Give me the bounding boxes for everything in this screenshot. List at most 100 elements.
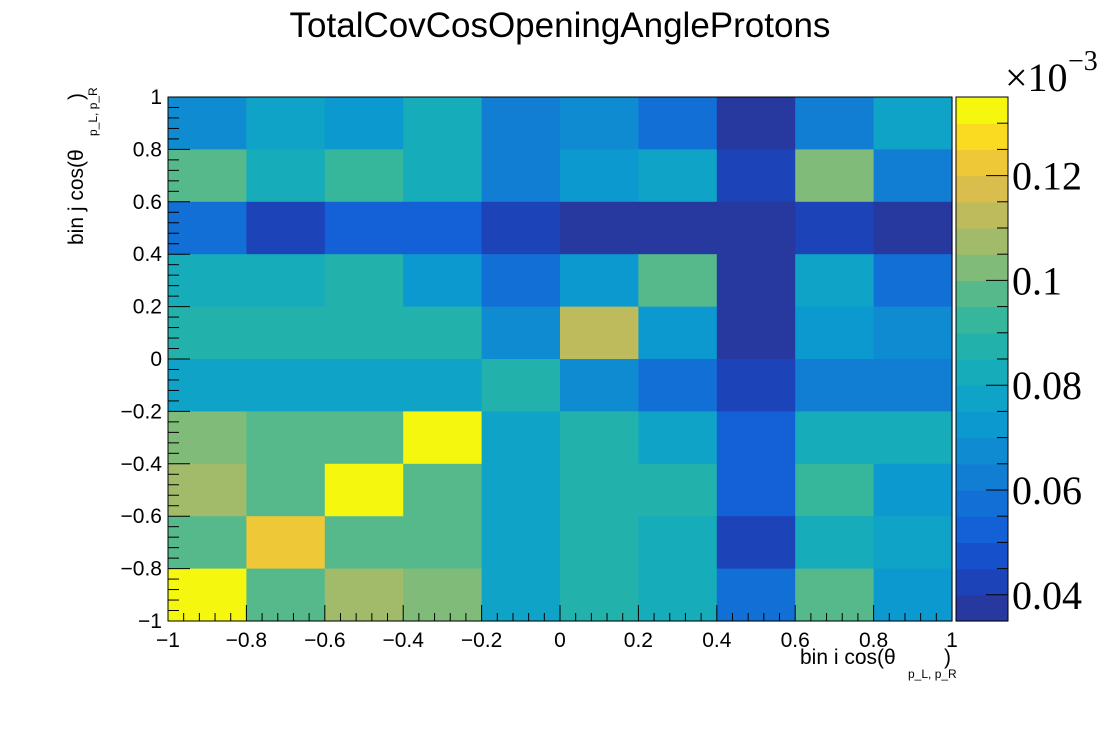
- x-tick-label: 0.2: [624, 629, 653, 652]
- heatmap-cell: [638, 359, 718, 412]
- heatmap-cell: [873, 516, 953, 570]
- palette-tick-label: 0.06: [1012, 468, 1082, 513]
- y-tick-label: 0.4: [133, 243, 163, 266]
- heatmap-cell: [795, 149, 875, 203]
- x-tick-label: −0.8: [226, 629, 267, 652]
- palette-level: [956, 385, 1008, 412]
- heatmap-cell: [638, 568, 718, 622]
- x-tick-label: −0.4: [382, 629, 424, 652]
- color-palette: [956, 97, 1008, 622]
- heatmap-cell: [246, 306, 326, 360]
- heatmap-cell: [795, 306, 875, 360]
- heatmap-cell: [324, 516, 404, 570]
- chart-title: TotalCovCosOpeningAngleProtons: [290, 6, 831, 45]
- heatmap-cell: [795, 97, 875, 150]
- heatmap-cell: [168, 149, 247, 203]
- heatmap-cell: [168, 201, 247, 255]
- heatmap-cell: [481, 201, 561, 255]
- heatmap-cell: [324, 411, 404, 465]
- heatmap-cell: [403, 149, 483, 203]
- palette-level: [956, 280, 1008, 308]
- heatmap-cell: [638, 411, 718, 465]
- palette-level: [956, 463, 1008, 491]
- heatmap-cell: [481, 254, 561, 308]
- heatmap-cell: [324, 201, 404, 255]
- heatmap-cell: [873, 359, 953, 412]
- heatmap-cell: [560, 306, 639, 360]
- heatmap-cell: [638, 201, 718, 255]
- heatmap-cell: [560, 97, 639, 150]
- y-axis-label: bin j cos(θ: [65, 149, 88, 245]
- y-tick-label: 0.8: [133, 138, 162, 161]
- heatmap-cell: [324, 254, 404, 308]
- heatmap-cell: [403, 254, 483, 308]
- heatmap-cell: [716, 254, 796, 308]
- heatmap-cell: [560, 359, 639, 412]
- heatmap-cell: [795, 463, 875, 517]
- palette-level: [956, 149, 1008, 177]
- heatmap-cell: [716, 411, 796, 465]
- heatmap-cell: [560, 516, 639, 570]
- heatmap-cell: [481, 149, 561, 203]
- y-axis-label-subscript: p_L, p_R: [86, 87, 100, 136]
- heatmap-cell: [638, 149, 718, 203]
- heatmap-cell: [795, 516, 875, 570]
- heatmap-cell: [246, 254, 326, 308]
- heatmap-cell: [246, 359, 326, 412]
- heatmap-cell: [246, 201, 326, 255]
- heatmap-cell: [716, 568, 796, 622]
- heatmap-cell: [246, 97, 326, 150]
- heatmap-cell: [716, 97, 796, 150]
- heatmap-cell: [638, 463, 718, 517]
- palette-level: [956, 332, 1008, 360]
- palette-tick-label: 0.12: [1012, 154, 1082, 199]
- heatmap-cell: [560, 463, 639, 517]
- palette-level: [956, 568, 1008, 596]
- x-tick-label: 0: [554, 629, 566, 652]
- heatmap-cell: [873, 306, 953, 360]
- y-axis: −1 −0.8 −0.6 −0.4 −0.2 0 0.2 0.4 0.6 0.8 1: [121, 86, 190, 633]
- z-scale-label: ×10: [1005, 55, 1068, 100]
- heatmap-cell: [168, 411, 247, 465]
- heatmap-cell: [795, 568, 875, 622]
- heatmap-cell: [873, 254, 953, 308]
- palette-level: [956, 359, 1008, 386]
- heatmap-cell: [168, 516, 247, 570]
- heatmap-cell: [716, 516, 796, 570]
- palette-level: [956, 97, 1008, 124]
- palette-tick-label: 0.04: [1012, 573, 1082, 618]
- heatmap-cell: [324, 97, 404, 150]
- heatmap-cell: [716, 359, 796, 412]
- heatmap-cell: [324, 463, 404, 517]
- heatmap-cell: [795, 254, 875, 308]
- x-tick-label: 1: [946, 629, 958, 652]
- palette-level: [956, 201, 1008, 229]
- z-scale-exponent: −3: [1068, 46, 1098, 77]
- y-tick-label: 0: [150, 348, 162, 371]
- heatmap-cell: [246, 568, 326, 622]
- heatmap-cell: [481, 97, 561, 150]
- palette-level: [956, 411, 1008, 439]
- heatmap-cell: [873, 463, 953, 517]
- heatmap-cell: [481, 306, 561, 360]
- heatmap-cell: [246, 516, 326, 570]
- heatmap-cell: [324, 359, 404, 412]
- heatmap-cell: [403, 97, 483, 150]
- palette-level: [956, 306, 1008, 334]
- heatmap-cell: [716, 306, 796, 360]
- heatmap-cell: [403, 411, 483, 465]
- heatmap-cell: [560, 149, 639, 203]
- heatmap-cell: [403, 568, 483, 622]
- heatmap-cell: [403, 516, 483, 570]
- y-tick-label: −0.4: [121, 453, 163, 476]
- heatmap-cell: [560, 411, 639, 465]
- palette-level: [956, 175, 1008, 203]
- heatmap-cell: [168, 463, 247, 517]
- heatmap-cell: [481, 516, 561, 570]
- x-tick-label: −0.6: [304, 629, 345, 652]
- heatmap-cell: [246, 149, 326, 203]
- heatmap-cell: [481, 411, 561, 465]
- y-axis-title: bin j cos(θ p_L, p_R ): [65, 87, 100, 245]
- x-axis-label: bin i cos(θ: [800, 646, 896, 669]
